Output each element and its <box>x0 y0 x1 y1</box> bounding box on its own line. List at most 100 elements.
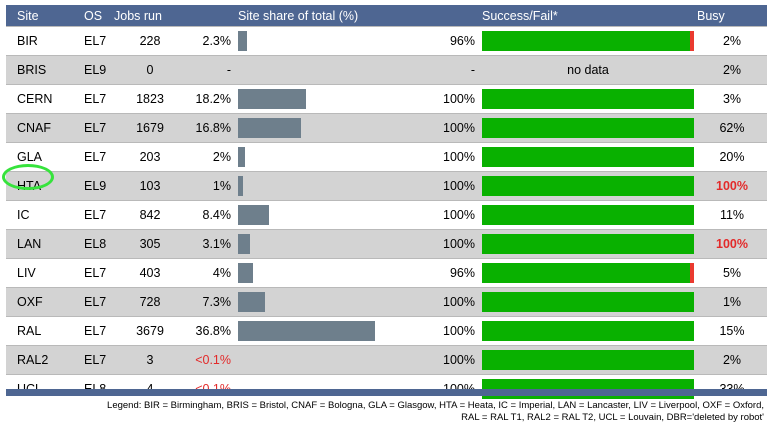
success-bar <box>482 234 694 254</box>
site-share-bar-cell <box>238 316 418 346</box>
os-version: EL7 <box>77 26 114 56</box>
busy-value: 62% <box>697 113 767 143</box>
jobs-run: 0 <box>114 55 186 85</box>
success-rate: 100% <box>418 316 482 346</box>
busy-value: 1% <box>697 287 767 317</box>
site-name: IC <box>6 200 77 230</box>
legend-line-2: RAL = RAL T1, RAL2 = RAL T2, UCL = Louva… <box>461 412 764 423</box>
success-rate: 96% <box>418 258 482 288</box>
site-share-value: - <box>186 55 238 85</box>
busy-value: 100% <box>697 229 767 259</box>
success-fail-cell: no data <box>482 55 697 85</box>
site-share-bar-cell <box>238 345 418 375</box>
busy-value: 5% <box>697 258 767 288</box>
table-header-row: Site OS Jobs run Site share of total (%)… <box>6 5 767 27</box>
site-share-bar-cell <box>238 374 418 403</box>
success-fail-cell <box>482 287 697 317</box>
fail-segment <box>690 263 694 283</box>
site-share-bar <box>238 176 243 196</box>
busy-value: 15% <box>697 316 767 346</box>
site-share-bar <box>238 147 245 167</box>
jobs-run: 203 <box>114 142 186 172</box>
table-row: BRIS EL9 0- - no data 2% <box>6 55 767 85</box>
success-rate: 100% <box>418 171 482 201</box>
column-header-jobs-run: Jobs run <box>114 5 186 27</box>
table-row: RAL EL7 3679 36.8% 100% 15% <box>6 316 767 346</box>
jobs-run: 1679 <box>114 113 186 143</box>
os-version: EL7 <box>77 287 114 317</box>
success-bar <box>482 350 694 370</box>
success-rate: 100% <box>418 142 482 172</box>
legend-line-1: Legend: BIR = Birmingham, BRIS = Bristol… <box>107 400 764 411</box>
success-rate: 96% <box>418 26 482 56</box>
jobs-run: 403 <box>114 258 186 288</box>
success-rate: 100% <box>418 84 482 114</box>
column-header-pass-spacer <box>418 5 482 27</box>
site-share-bar <box>238 234 250 254</box>
success-fail-cell <box>482 258 697 288</box>
success-bar <box>482 263 694 283</box>
success-bar <box>482 176 694 196</box>
jobs-run: 728 <box>114 287 186 317</box>
jobs-run: 228 <box>114 26 186 56</box>
site-share-bar-cell <box>238 171 418 201</box>
table-row: CNAF EL7 1679 16.8% 100% 62% <box>6 113 767 143</box>
site-share-value: 2% <box>186 142 238 172</box>
site-name: CERN <box>6 84 77 114</box>
site-share-value: 3.1% <box>186 229 238 259</box>
site-share-value: 18.2% <box>186 84 238 114</box>
jobs-run: 4 <box>114 374 186 403</box>
site-share-bar-cell <box>238 55 418 85</box>
success-fail-cell <box>482 26 697 56</box>
column-header-busy: Busy <box>697 5 767 27</box>
site-share-bar <box>238 321 375 341</box>
site-share-value: 2.3% <box>186 26 238 56</box>
site-share-bar <box>238 89 306 109</box>
site-share-value: 7.3% <box>186 287 238 317</box>
success-fail-cell <box>482 200 697 230</box>
os-version: EL7 <box>77 200 114 230</box>
jobs-run: 305 <box>114 229 186 259</box>
column-header-site: Site <box>6 5 77 27</box>
success-bar <box>482 321 694 341</box>
site-share-value: 8.4% <box>186 200 238 230</box>
column-header-site-share: Site share of total (%) <box>238 5 418 27</box>
site-name: CNAF <box>6 113 77 143</box>
site-share-value: 16.8% <box>186 113 238 143</box>
site-share-bar <box>238 205 269 225</box>
busy-value: 2% <box>697 26 767 56</box>
success-rate: 100% <box>418 229 482 259</box>
success-fail-cell <box>482 84 697 114</box>
jobs-run: 1823 <box>114 84 186 114</box>
site-share-value: 4% <box>186 258 238 288</box>
site-share-value: 1% <box>186 171 238 201</box>
busy-value: 3% <box>697 84 767 114</box>
site-name: RAL <box>6 316 77 346</box>
success-rate: 100% <box>418 287 482 317</box>
success-rate: 100% <box>418 345 482 375</box>
legend: Legend: BIR = Birmingham, BRIS = Bristol… <box>4 400 764 424</box>
column-header-os: OS <box>77 5 114 27</box>
table-row: HTA EL9 103 1% 100% 100% <box>6 171 767 201</box>
table-row: UCLEL84<0.1%100%33% <box>6 374 767 403</box>
site-name: LAN <box>6 229 77 259</box>
column-header-success-fail: Success/Fail* <box>482 5 697 27</box>
site-name: OXF <box>6 287 77 317</box>
jobs-run: 842 <box>114 200 186 230</box>
busy-value: 20% <box>697 142 767 172</box>
success-rate: 100% <box>418 200 482 230</box>
jobs-run: 103 <box>114 171 186 201</box>
success-fail-cell <box>482 345 697 375</box>
jobs-run: 3679 <box>114 316 186 346</box>
site-share-bar-cell <box>238 258 418 288</box>
table-row: BIR EL7 228 2.3% 96% 2% <box>6 26 767 56</box>
os-version: EL7 <box>77 142 114 172</box>
success-fail-cell <box>482 316 697 346</box>
table-row: LAN EL8 305 3.1% 100% 100% <box>6 229 767 259</box>
os-version: EL7 <box>77 258 114 288</box>
site-name: UCL <box>6 374 77 403</box>
site-share-bar-cell <box>238 200 418 230</box>
success-bar <box>482 89 694 109</box>
table-row: GLA EL7 203 2% 100% 20% <box>6 142 767 172</box>
site-share-value: <0.1% <box>186 345 238 375</box>
